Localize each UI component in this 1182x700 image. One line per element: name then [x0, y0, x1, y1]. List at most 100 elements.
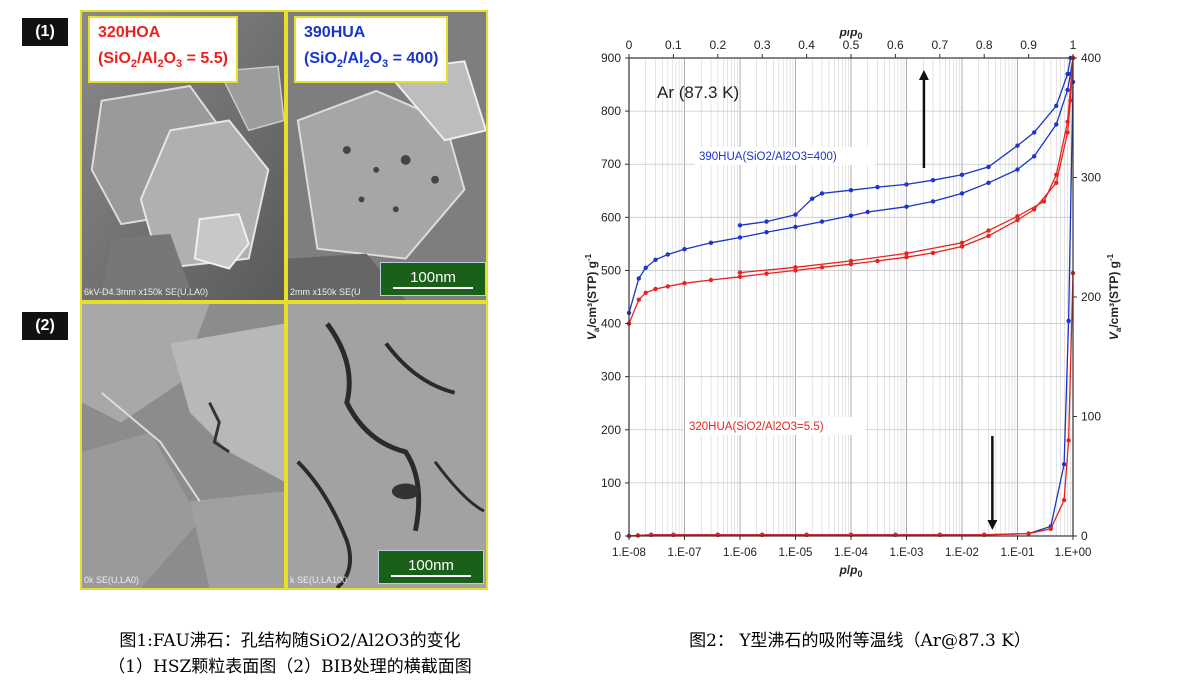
data-point	[1061, 462, 1067, 467]
data-point	[737, 270, 743, 275]
data-point	[1066, 438, 1071, 443]
right-y-tick-label: 400	[1081, 51, 1101, 65]
data-point	[1048, 526, 1053, 531]
x-tick-label: 1.E-01	[1001, 547, 1035, 559]
y-tick-label: 200	[601, 423, 621, 437]
data-point	[636, 276, 641, 281]
data-point	[875, 184, 880, 190]
figure1-caption: 图1:FAU沸石：孔结构随SiO2/Al2O3的变化 （1）HSZ颗粒表面图（2…	[30, 628, 550, 680]
chart-grid	[628, 57, 1073, 537]
data-point	[1061, 497, 1067, 503]
data-point	[986, 180, 991, 185]
sample-name: 390HUA	[304, 24, 366, 41]
scale-bar-text: 100nm	[408, 557, 454, 574]
data-point	[653, 257, 658, 262]
arrow-down-head	[987, 520, 998, 530]
data-point	[635, 533, 641, 538]
data-point	[904, 182, 909, 187]
row2-label: (2)	[22, 312, 68, 340]
top-x-tick-label: 0.8	[976, 38, 993, 52]
data-point	[643, 290, 648, 295]
data-point	[1032, 154, 1037, 159]
data-point	[986, 164, 991, 170]
chart-series	[626, 55, 1076, 539]
data-point	[708, 277, 714, 283]
sem-image-320hoa-surface: 320HOA (SiO2/Al2O3 = 5.5) 6kV-D4.3mm x15…	[80, 10, 286, 302]
top-x-tick-label: 1	[1070, 38, 1077, 52]
series-label: 390HUA(SiO2/Al2O3=400)	[699, 151, 837, 163]
y-tick-label: 400	[601, 317, 621, 331]
sample-label-390hua: 390HUA (SiO2/Al2O3 = 400)	[294, 16, 449, 84]
sem-footer-text: 6kV-D4.3mm x150k SE(U,LA0)	[84, 287, 209, 297]
sem-image-320hoa-cross-section: 0k SE(U,LA0)	[80, 302, 286, 590]
data-point	[793, 268, 798, 273]
y-tick-label: 0	[614, 529, 621, 543]
scale-bar: 100nm	[378, 550, 484, 584]
right-y-axis-label: Va/cm³(STP) g-1	[1106, 253, 1123, 340]
data-point	[737, 223, 743, 228]
y-tick-label: 700	[601, 157, 621, 171]
data-point	[682, 281, 687, 286]
figure2-caption: 图2： Y型沸石的吸附等温线（Ar@87.3 K）	[600, 628, 1120, 654]
figure2-caption-text: 图2： Y型沸石的吸附等温线（Ar@87.3 K）	[689, 631, 1031, 651]
data-point	[959, 172, 965, 177]
data-point	[1054, 180, 1059, 185]
data-point	[865, 209, 870, 215]
series-label-background	[685, 417, 865, 435]
top-x-tick-label: 0.7	[931, 38, 948, 52]
data-point	[636, 297, 641, 302]
chart-annotation: Ar (87.3 K)	[657, 83, 739, 102]
top-x-tick-label: 0.3	[754, 38, 771, 52]
data-point	[819, 191, 825, 196]
y-tick-label: 800	[601, 104, 621, 118]
y-tick-label: 300	[601, 370, 621, 384]
data-point	[904, 255, 909, 260]
right-y-tick-label: 100	[1081, 410, 1101, 424]
data-point	[875, 258, 880, 264]
row1-label: (1)	[22, 18, 68, 46]
data-point	[819, 219, 825, 224]
data-point	[848, 188, 854, 193]
series-label-background	[695, 147, 875, 165]
top-axis-label: p/p0	[838, 30, 862, 41]
data-point	[904, 251, 909, 256]
series-label: 320HUA(SiO2/Al2O3=5.5)	[689, 421, 824, 433]
right-y-tick-label: 0	[1081, 529, 1088, 543]
data-point	[1032, 207, 1037, 212]
x-tick-label: 1.E-04	[834, 547, 868, 559]
data-point	[737, 274, 743, 279]
data-point	[1041, 199, 1047, 204]
top-x-tick-label: 0	[626, 38, 633, 52]
data-point	[1065, 71, 1070, 77]
sem-footer-text: 0k SE(U,LA0)	[84, 575, 140, 585]
x-tick-label: 1.E-06	[723, 547, 757, 559]
y-tick-label: 500	[601, 263, 621, 277]
x-tick-label: 1.E-07	[668, 547, 702, 559]
sem-texture	[288, 304, 486, 588]
data-point	[848, 213, 854, 218]
data-point	[1015, 214, 1020, 219]
data-point	[986, 233, 991, 239]
scale-bar: 100nm	[380, 262, 486, 296]
data-point	[1065, 130, 1070, 135]
x-tick-label: 1.E-02	[945, 547, 979, 559]
data-point	[737, 235, 743, 240]
data-point	[1054, 172, 1059, 177]
data-point	[1054, 122, 1059, 127]
data-point	[653, 286, 658, 292]
adsorption-isotherm-chart: 1.E-08 1.E-07 1.E-06 1.E-05 1.E-04 1.E-03 1.E-…	[584, 30, 1123, 579]
x-tick-label: 1.E+00	[1055, 547, 1092, 559]
sem-footer-text: k SE(U,LA100	[290, 575, 348, 585]
top-x-tick-label: 0.6	[887, 38, 904, 52]
data-point	[764, 230, 769, 235]
top-x-tick-label: 0.1	[665, 38, 682, 52]
y-tick-label: 100	[601, 476, 621, 490]
data-point	[810, 196, 815, 201]
data-point	[793, 224, 798, 230]
sem-footer-text: 2mm x150k SE(U	[290, 287, 361, 297]
data-point	[904, 204, 909, 209]
data-point	[643, 265, 648, 270]
chart-axes: 1.E-08 1.E-07 1.E-06 1.E-05 1.E-04 1.E-03 1.E-…	[584, 30, 1123, 579]
sample-ratio: (SiO2/Al2O3 = 5.5)	[98, 50, 228, 71]
sem-texture	[82, 304, 284, 588]
